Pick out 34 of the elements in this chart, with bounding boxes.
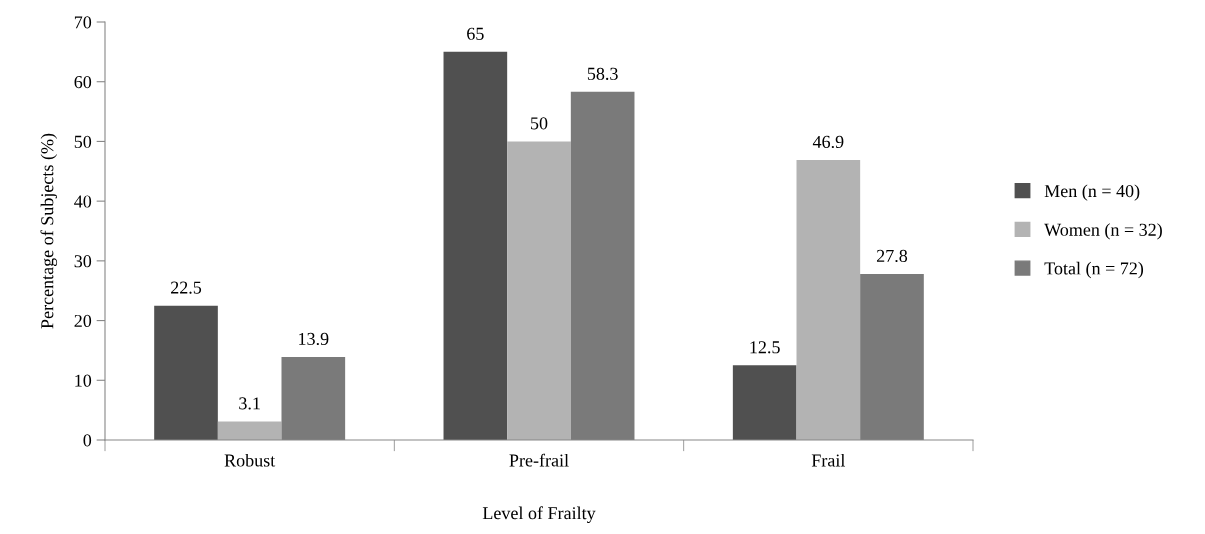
data-label: 58.3 [587,67,618,80]
legend-label: Women (n = 32) [1044,223,1162,240]
data-label: 46.9 [812,135,844,149]
x-axis-title: Level of Frailty [482,506,596,523]
y-tick-label: 30 [74,255,92,268]
x-tick-label: Pre-frail [509,453,569,467]
bar [796,159,861,440]
x-tick-label: Frail [811,453,846,467]
y-tick-label: 50 [74,135,92,148]
bar [443,51,508,440]
bar [860,273,924,440]
bar [154,305,218,440]
bar [732,365,797,440]
legend-label: Total (n = 72) [1044,261,1144,279]
data-label: 27.8 [876,249,908,263]
y-tick-label: 0 [83,434,92,447]
y-tick-label: 40 [74,195,92,208]
bar [570,91,635,440]
y-axis-title: Percentage of Subjects (%) [40,133,58,329]
data-label: 50 [531,117,548,130]
data-label: 12.5 [750,341,780,354]
y-tick-label: 10 [75,374,92,387]
data-label: 13.9 [299,332,329,346]
bar [217,421,282,440]
data-label: 3.1 [239,397,260,410]
legend-label: Men (n = 40) [1044,184,1140,201]
x-tick-label: Robust [224,453,276,467]
y-tick-label: 20 [74,314,92,328]
y-tick-label: 70 [74,16,92,29]
bar [507,141,571,440]
data-label: 65 [467,27,484,40]
data-label: 22.5 [171,281,202,294]
y-tick-label: 60 [74,75,92,89]
bar [281,357,346,440]
